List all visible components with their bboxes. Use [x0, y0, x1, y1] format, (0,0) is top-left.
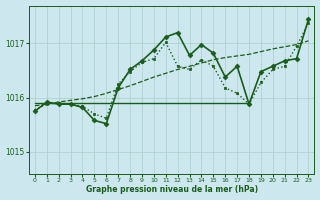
- X-axis label: Graphe pression niveau de la mer (hPa): Graphe pression niveau de la mer (hPa): [86, 185, 258, 194]
